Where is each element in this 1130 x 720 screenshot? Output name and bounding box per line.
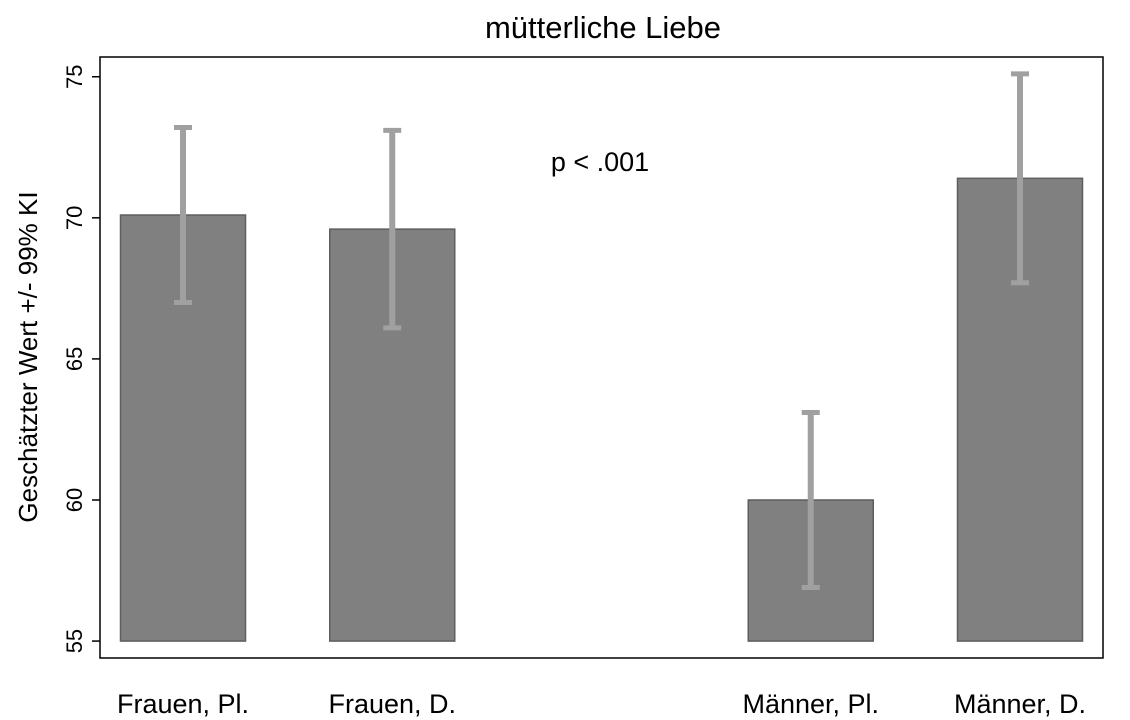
x-tick-label: Frauen, Pl.: [117, 689, 249, 719]
x-tick-label: Männer, D.: [954, 689, 1086, 719]
chart-title: mütterliche Liebe: [485, 10, 721, 45]
x-tick-label: Männer, Pl.: [742, 689, 879, 719]
y-tick-label: 75: [62, 65, 87, 89]
y-tick-label: 60: [62, 488, 87, 512]
y-tick-label: 65: [62, 347, 87, 371]
y-tick-label: 55: [62, 629, 87, 653]
bar: [119, 214, 247, 642]
y-tick-label: 70: [62, 206, 87, 230]
x-tick-label: Frauen, D.: [328, 689, 456, 719]
annotation: p < .001: [551, 147, 649, 177]
plot-frame: [99, 56, 1104, 659]
y-axis-label: Geschätzter Wert +/- 99% KI: [13, 191, 43, 522]
